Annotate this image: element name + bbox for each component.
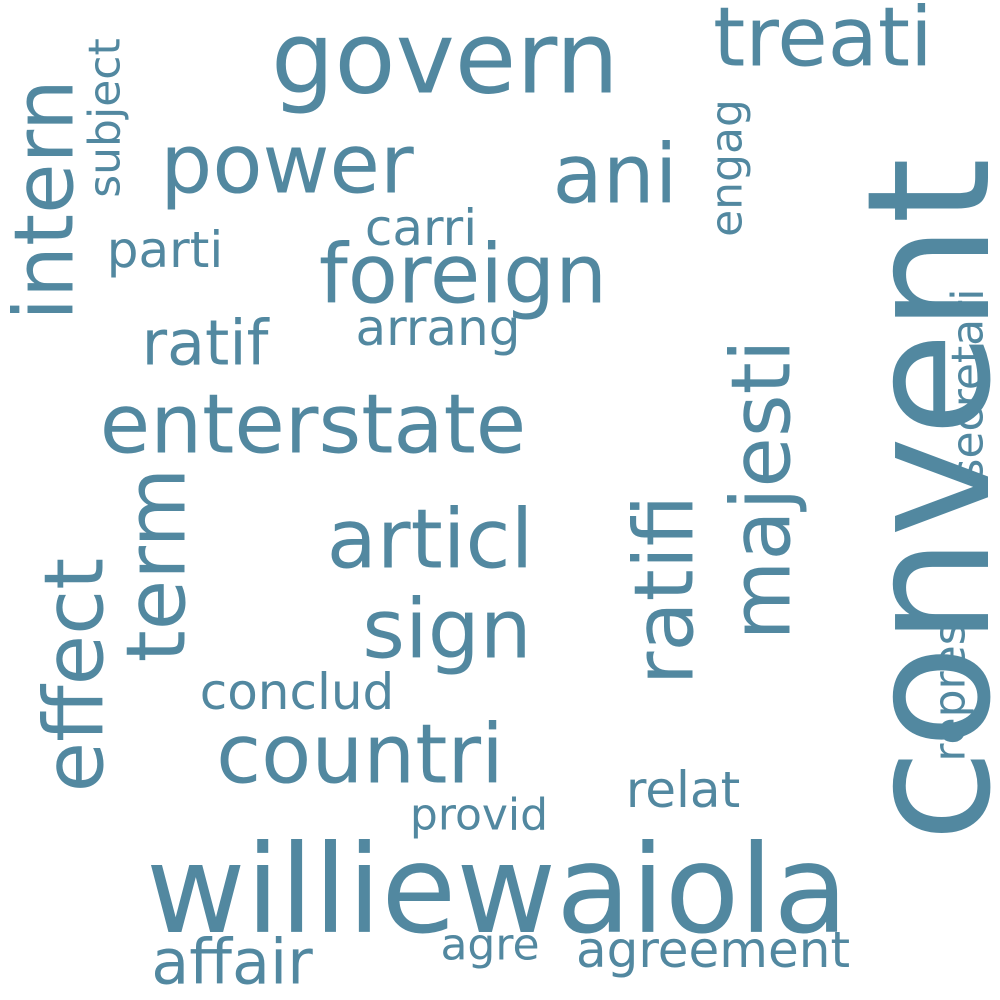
word-conclud: conclud: [200, 663, 395, 721]
word-convent: convent: [831, 158, 1000, 843]
word-ratif: ratif: [142, 307, 271, 380]
word-engag: engag: [702, 99, 753, 237]
word-intern: intern: [0, 79, 93, 321]
word-affair: affair: [151, 926, 313, 999]
word-enterstate: enterstate: [100, 378, 526, 473]
word-secretari: secretari: [943, 289, 994, 482]
word-term: term: [110, 468, 205, 663]
word-majesti: majesti: [715, 339, 810, 640]
word-agre: agre: [440, 920, 539, 971]
word-power: power: [160, 118, 414, 213]
word-effect: effect: [28, 558, 123, 793]
word-carri: carri: [365, 199, 477, 257]
word-treati: treati: [713, 0, 933, 86]
word-countri: countri: [216, 708, 504, 803]
word-foreign: foreign: [319, 228, 607, 323]
word-parti: parti: [107, 221, 223, 279]
word-williewaiola: williewaiola: [146, 819, 848, 961]
word-repres: repres: [925, 622, 976, 761]
word-ratifi: ratifi: [618, 495, 713, 686]
word-provid: provid: [410, 790, 548, 841]
word-arrang: arrang: [356, 299, 521, 357]
word-relat: relat: [626, 761, 740, 819]
word-sign: sign: [362, 583, 532, 678]
word-agreement: agreement: [576, 921, 850, 979]
word-ani: ani: [552, 128, 677, 223]
word-subject: subject: [80, 38, 131, 197]
word-govern: govern: [271, 0, 619, 117]
word-articl: articl: [327, 493, 534, 588]
